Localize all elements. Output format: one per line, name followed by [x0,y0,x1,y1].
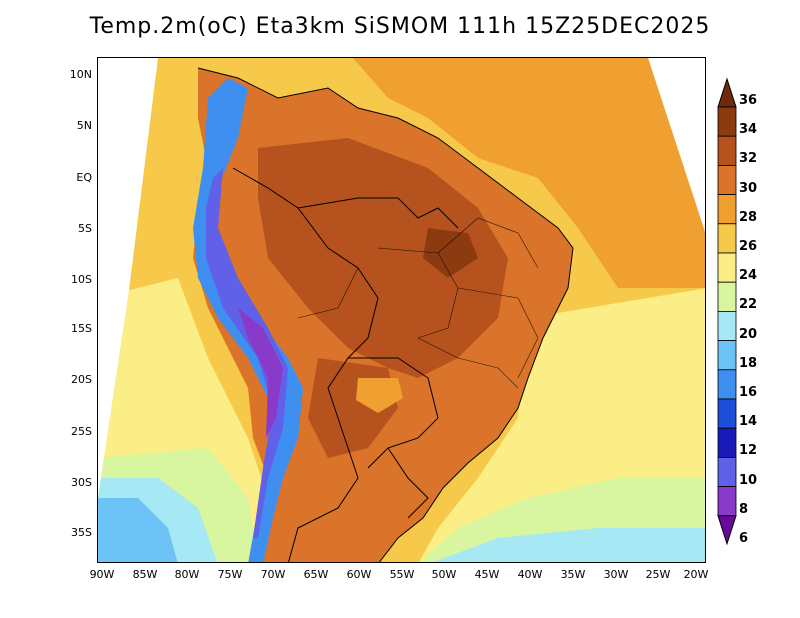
colorbar-label: 6 [739,531,749,546]
mild-pantanal [356,378,403,413]
pacific-cold-core [98,498,178,562]
colorbar-swatch [717,164,737,195]
colorbar-label: 8 [739,501,749,517]
colorbar-swatch [717,135,737,166]
lat-label-35s: 35S [71,526,92,539]
lon-label-35w: 35W [560,568,586,581]
colorbar-label: 16 [739,385,758,400]
lon-label-20w: 20W [683,568,709,581]
lon-label-75w: 75W [217,568,243,581]
lat-label-20s: 20S [71,373,92,386]
lon-label-80w: 80W [174,568,200,581]
colorbar-swatch [717,456,737,487]
country-borders [197,67,574,562]
hot-interior [258,138,508,378]
colorbar-label: 36 [739,93,758,108]
lat-label-15s: 15S [71,322,92,335]
lon-label-65w: 65W [303,568,329,581]
lon-label-50w: 50W [431,568,457,581]
state-borders [297,217,539,389]
lon-label-25w: 25W [645,568,671,581]
colorbar-swatch [717,194,737,225]
lat-label-10n: 10N [69,68,92,81]
colorbar-swatch [717,310,737,341]
colorbar-swatch [717,223,737,254]
lon-label-90w: 90W [89,568,115,581]
colorbar-swatch [717,486,737,517]
south-atlantic-coldest [428,528,705,562]
tropical-atlantic-warm [353,58,705,288]
colorbar-label: 26 [739,239,758,254]
colorbar-swatch [717,427,737,458]
altiplano [238,308,283,438]
colorbar-swatch [717,398,737,429]
lon-label-55w: 55W [389,568,415,581]
lon-label-70w: 70W [260,568,286,581]
colorbar-label: 24 [739,268,758,284]
colorbar-label: 32 [739,151,758,167]
lat-label-30s: 30S [71,476,92,489]
colorbar-swatch [717,281,737,312]
lat-label-5s: 5S [78,222,92,235]
temperature-map [97,57,706,563]
lat-label-5n: 5N [76,119,92,132]
andes-high-peaks [206,168,288,538]
colorbar-label: 22 [739,297,758,313]
colorbar-label: 12 [739,443,758,459]
lon-label-85w: 85W [132,568,158,581]
colorbar-bottom-arrow [717,515,737,546]
colorbar-label: 20 [739,326,758,342]
lat-label-25s: 25S [71,425,92,438]
colorbar-label: 30 [739,180,758,196]
colorbar-swatch [717,369,737,400]
colorbar-label: 18 [739,355,758,371]
very-hot-northeast [423,228,478,278]
lon-label-30w: 30W [603,568,629,581]
lon-label-40w: 40W [517,568,543,581]
colorbar-swatch [717,106,737,137]
colorbar-label: 10 [739,472,758,488]
colorbar-label: 34 [739,122,758,138]
colorbar-swatch [717,252,737,283]
lon-label-45w: 45W [474,568,500,581]
lon-label-60w: 60W [346,568,372,581]
map-title: Temp.2m(oC) Eta3km SiSMOM 111h 15Z25DEC2… [89,14,711,39]
lat-label-eq: EQ [76,171,92,184]
lat-label-10s: 10S [71,273,92,286]
colorbar-label: 14 [739,414,758,430]
colorbar-top-arrow [717,77,737,108]
map-canvas [98,58,705,562]
colorbar-label: 28 [739,209,758,225]
colorbar-swatch [717,340,737,371]
